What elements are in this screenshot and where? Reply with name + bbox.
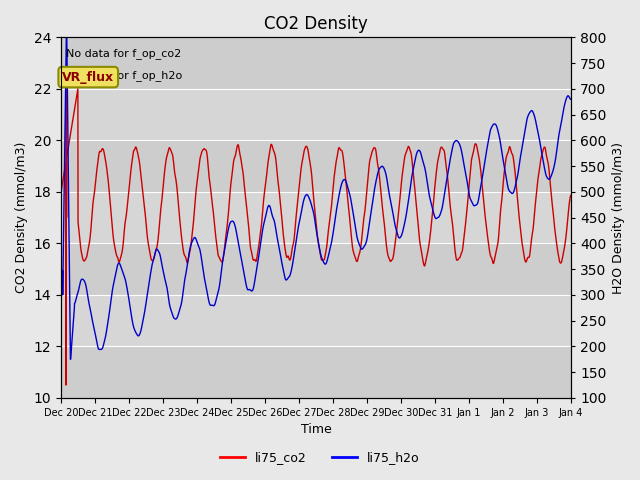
li75_h2o (280, 271, 288, 277)
li75_h2o (67, 357, 74, 362)
Bar (61, 192, 571, 243)
li75_co2 (62, 86, 70, 92)
li75_h2o (57, 292, 65, 298)
Bar (61, 243, 571, 295)
li75_co2 (408, 152, 415, 157)
Bar (61, 37, 571, 89)
li75_h2o (408, 177, 415, 183)
li75_h2o (385, 190, 393, 196)
li75_co2 (285, 254, 292, 260)
Y-axis label: CO2 Density (mmol/m3): CO2 Density (mmol/m3) (15, 142, 28, 293)
li75_co2 (122, 212, 130, 218)
li75_co2 (385, 255, 393, 261)
li75_h2o (63, 22, 70, 27)
Bar (61, 347, 571, 398)
li75_co2 (324, 228, 332, 234)
Legend: li75_co2, li75_h2o: li75_co2, li75_h2o (215, 446, 425, 469)
Text: VR_flux: VR_flux (62, 71, 115, 84)
Y-axis label: H2O Density (mmol/m3): H2O Density (mmol/m3) (612, 142, 625, 294)
Text: No data for f_op_co2: No data for f_op_co2 (66, 48, 181, 59)
li75_h2o (567, 96, 575, 102)
X-axis label: Time: Time (301, 423, 332, 436)
Text: No data for f_op_h2o: No data for f_op_h2o (66, 70, 182, 81)
Bar (61, 140, 571, 192)
Line: li75_co2: li75_co2 (61, 89, 571, 385)
li75_co2 (280, 238, 288, 244)
li75_h2o (122, 281, 130, 287)
li75_h2o (324, 253, 332, 259)
Line: li75_h2o: li75_h2o (61, 24, 571, 360)
li75_co2 (567, 192, 575, 198)
Bar (61, 295, 571, 347)
li75_co2 (57, 189, 65, 195)
li75_h2o (285, 275, 292, 280)
li75_co2 (62, 382, 70, 388)
Bar (61, 89, 571, 140)
Title: CO2 Density: CO2 Density (264, 15, 368, 33)
